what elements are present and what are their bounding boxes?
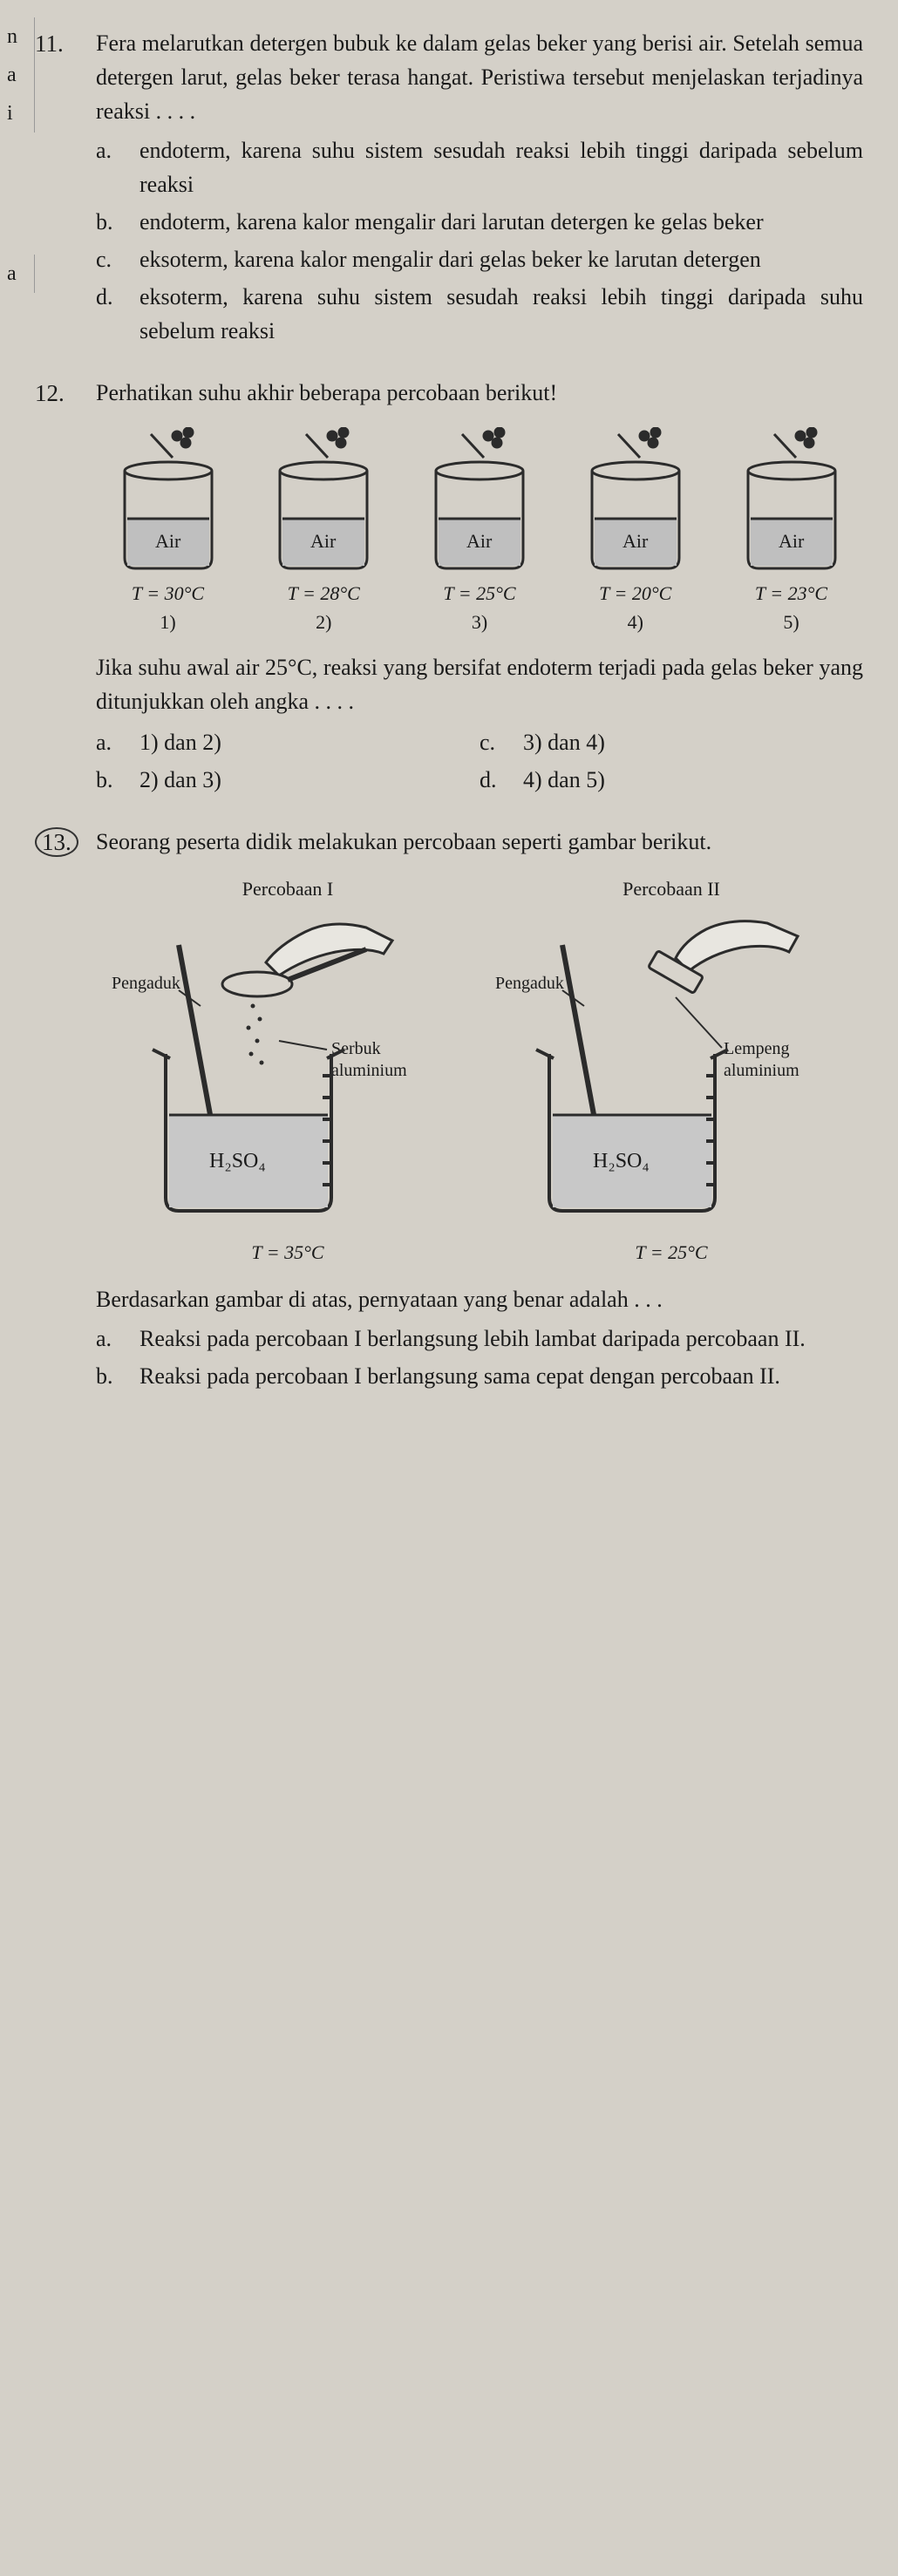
- option: a.endoterm, karena suhu sistem sesudah r…: [96, 133, 863, 201]
- option-letter: a.: [96, 133, 139, 201]
- frag: a: [0, 56, 35, 94]
- question-12: 12. Perhatikan suhu akhir beberapa perco…: [35, 376, 863, 800]
- experiment-temp: T = 35°C: [251, 1238, 323, 1267]
- option-letter: b.: [96, 763, 139, 797]
- options-two-col: a.1) dan 2)b.2) dan 3) c.3) dan 4)d.4) d…: [96, 725, 863, 800]
- beaker-svg: Air: [103, 427, 234, 575]
- beaker-number: 5): [783, 608, 799, 636]
- beaker-temp: T = 28°C: [288, 579, 360, 608]
- options-list: a.Reaksi pada percobaan I berlangsung le…: [96, 1322, 863, 1393]
- option: b.Reaksi pada percobaan I berlangsung sa…: [96, 1359, 863, 1393]
- experiment-temp: T = 25°C: [635, 1238, 707, 1267]
- beaker-number: 1): [160, 608, 175, 636]
- beaker: Air T = 20°C 4): [563, 427, 707, 636]
- material-label-2: aluminium: [724, 1061, 799, 1080]
- option-text: eksoterm, karena suhu sistem sesudah rea…: [139, 280, 863, 348]
- experiment-1-diagram: Pengaduk Serbuk aluminium: [105, 910, 471, 1233]
- powder-icon: [247, 1004, 264, 1065]
- option-letter: d.: [96, 280, 139, 348]
- beaker-temp: T = 20°C: [599, 579, 671, 608]
- question-followup: Berdasarkan gambar di atas, pernyataan y…: [96, 1282, 863, 1316]
- option-text: 4) dan 5): [523, 763, 863, 797]
- beaker: Air T = 23°C 5): [719, 427, 863, 636]
- experiment-title: Percobaan I: [242, 874, 333, 903]
- beaker-svg: Air: [414, 427, 545, 575]
- beaker-icon: [536, 1050, 728, 1211]
- material-label-2: aluminium: [331, 1061, 407, 1080]
- experiment-1: Percobaan I Pen: [105, 874, 471, 1267]
- beaker-temp: T = 23°C: [755, 579, 827, 608]
- beaker-temp: T = 25°C: [443, 579, 515, 608]
- frag: i: [0, 94, 35, 133]
- beaker: Air T = 28°C 2): [252, 427, 396, 636]
- acid-label: H₂SO₄: [209, 1150, 266, 1172]
- experiments-row: Percobaan I Pen: [96, 874, 863, 1267]
- svg-text:Air: Air: [310, 530, 337, 552]
- frag: a: [0, 255, 35, 293]
- option-letter: a.: [96, 725, 139, 759]
- page-left-fragments: n a i a: [0, 0, 35, 293]
- material-label-1: Lempeng: [724, 1039, 790, 1058]
- option-text: endoterm, karena suhu sistem sesudah rea…: [139, 133, 863, 201]
- beaker-svg: Air: [258, 427, 389, 575]
- beaker-number: 3): [472, 608, 487, 636]
- svg-text:Air: Air: [155, 530, 181, 552]
- option-letter: c.: [480, 725, 523, 759]
- question-13: 13. Seorang peserta didik melakukan perc…: [35, 825, 863, 1397]
- option: d.eksoterm, karena suhu sistem sesudah r…: [96, 280, 863, 348]
- frag: n: [0, 17, 35, 56]
- option-letter: d.: [480, 763, 523, 797]
- option-text: 1) dan 2): [139, 725, 480, 759]
- question-11: 11. Fera melarutkan detergen bubuk ke da…: [35, 26, 863, 351]
- option-letter: a.: [96, 1322, 139, 1356]
- material-label-1: Serbuk: [331, 1039, 381, 1058]
- beaker-number: 2): [316, 608, 331, 636]
- beakers-row: Air T = 30°C 1) Air T = 28°C 2): [96, 427, 863, 636]
- stirrer-label: Pengaduk: [112, 974, 180, 993]
- question-number: 12.: [35, 376, 96, 800]
- experiment-title: Percobaan II: [622, 874, 720, 903]
- beaker: Air T = 25°C 3): [408, 427, 552, 636]
- option-letter: b.: [96, 205, 139, 239]
- stirrer-label: Pengaduk: [495, 974, 564, 993]
- question-number: 13.: [35, 825, 96, 1397]
- option-text: eksoterm, karena kalor mengalir dari gel…: [139, 242, 863, 276]
- beaker-icon: [153, 1050, 344, 1211]
- acid-label: H₂SO₄: [593, 1150, 650, 1172]
- option-text: endoterm, karena kalor mengalir dari lar…: [139, 205, 863, 239]
- option-letter: c.: [96, 242, 139, 276]
- svg-text:Air: Air: [622, 530, 649, 552]
- question-stem: Fera melarutkan detergen bubuk ke dalam …: [96, 26, 863, 128]
- option-letter: b.: [96, 1359, 139, 1393]
- spoon-icon: [222, 972, 292, 996]
- option-text: Reaksi pada percobaan I berlangsung sama…: [139, 1359, 863, 1393]
- option: b.endoterm, karena kalor mengalir dari l…: [96, 205, 863, 239]
- option: d.4) dan 5): [480, 763, 863, 797]
- hand-icon: [676, 921, 798, 971]
- beaker: Air T = 30°C 1): [96, 427, 240, 636]
- circled-number: 13.: [35, 827, 78, 857]
- option: a.1) dan 2): [96, 725, 480, 759]
- option: a.Reaksi pada percobaan I berlangsung le…: [96, 1322, 863, 1356]
- beaker-temp: T = 30°C: [132, 579, 204, 608]
- options-list: a.endoterm, karena suhu sistem sesudah r…: [96, 133, 863, 348]
- question-followup: Jika suhu awal air 25°C, reaksi yang ber…: [96, 650, 863, 718]
- hand-icon: [266, 924, 392, 975]
- experiment-2-diagram: Pengaduk Lempeng aluminium: [488, 910, 854, 1233]
- question-number: 11.: [35, 26, 96, 351]
- experiment-2: Percobaan II Pengaduk Lempeng aluminium: [488, 874, 854, 1267]
- question-stem: Seorang peserta didik melakukan percobaa…: [96, 825, 863, 859]
- option: c.3) dan 4): [480, 725, 863, 759]
- beaker-number: 4): [628, 608, 643, 636]
- option: b.2) dan 3): [96, 763, 480, 797]
- question-stem: Perhatikan suhu akhir beberapa percobaan…: [96, 376, 863, 410]
- option-text: 2) dan 3): [139, 763, 480, 797]
- beaker-svg: Air: [570, 427, 701, 575]
- option-text: 3) dan 4): [523, 725, 863, 759]
- svg-text:Air: Air: [466, 530, 493, 552]
- beaker-svg: Air: [726, 427, 857, 575]
- option: c.eksoterm, karena kalor mengalir dari g…: [96, 242, 863, 276]
- option-text: Reaksi pada percobaan I berlangsung lebi…: [139, 1322, 863, 1356]
- svg-text:Air: Air: [779, 530, 805, 552]
